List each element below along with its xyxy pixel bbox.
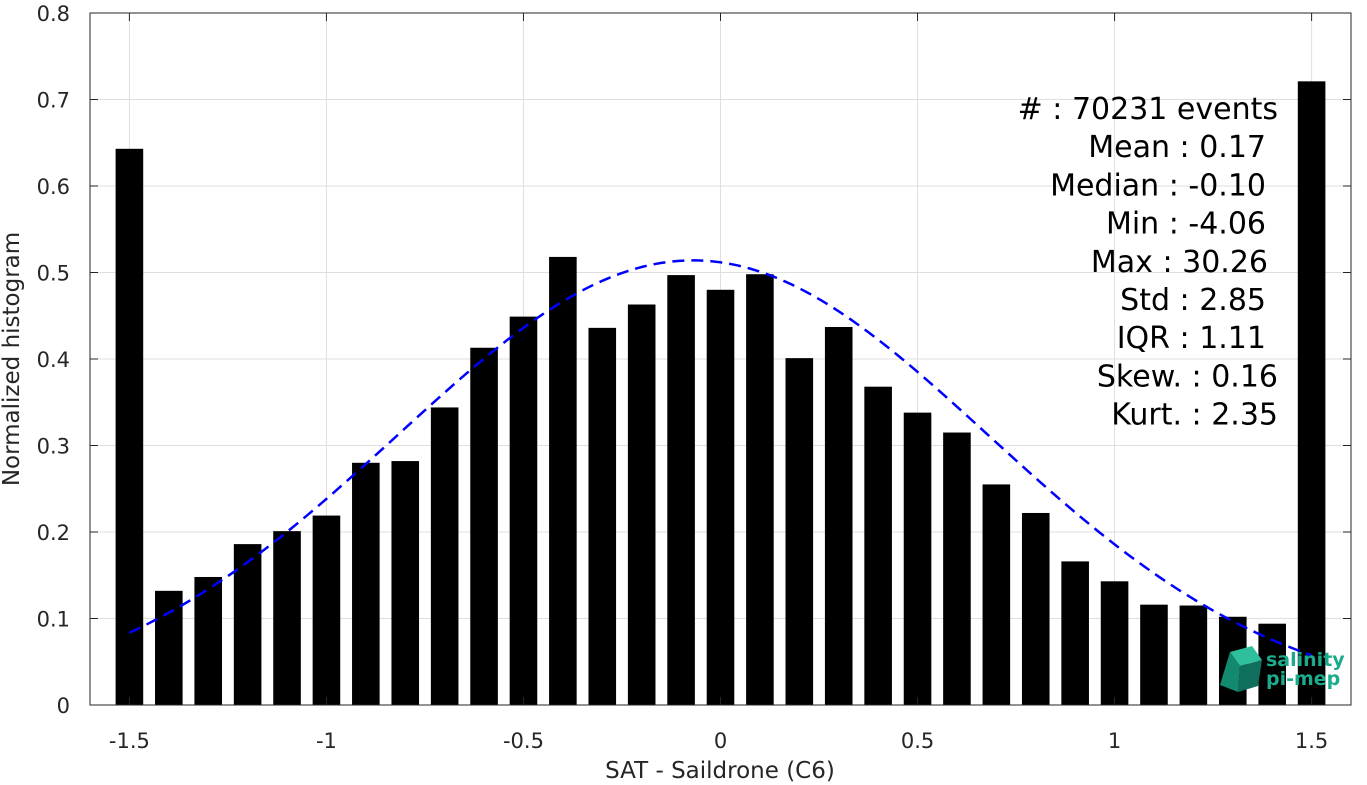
stats-line: Skew. : 0.16 bbox=[1097, 359, 1278, 394]
gaussian-fit-curve bbox=[128, 259, 1313, 657]
y-tick-label: 0.7 bbox=[37, 89, 70, 113]
y-tick-label: 0.6 bbox=[37, 175, 70, 199]
histogram-bar bbox=[352, 462, 380, 705]
histogram-bar bbox=[509, 316, 538, 705]
histogram-bar bbox=[706, 289, 735, 705]
y-tick-label: 0.2 bbox=[37, 521, 70, 545]
histogram-bar bbox=[627, 304, 656, 705]
histogram-bar bbox=[824, 326, 853, 705]
logo-cube-icon bbox=[1220, 646, 1262, 692]
stats-line: Kurt. : 2.35 bbox=[1111, 398, 1278, 433]
histogram-bar bbox=[588, 327, 617, 705]
logo-line1: salinity bbox=[1266, 649, 1345, 671]
histogram-bar bbox=[155, 590, 183, 705]
histogram-bar bbox=[1021, 512, 1050, 705]
x-tick-label: 1.5 bbox=[1295, 729, 1328, 753]
x-tick-label: 0.5 bbox=[901, 729, 934, 753]
histogram-bar bbox=[1140, 604, 1168, 705]
stats-line: # : 70231 events bbox=[1018, 92, 1278, 127]
stats-line: Mean : 0.17 bbox=[1088, 130, 1266, 165]
y-tick-label: 0.5 bbox=[37, 262, 70, 286]
histogram-bar bbox=[115, 148, 144, 705]
y-tick-label: 0.8 bbox=[37, 2, 70, 26]
histogram-bar bbox=[864, 386, 892, 705]
histogram-bar bbox=[1179, 605, 1208, 705]
salinity-pi-mep-logo: salinity pi-mep bbox=[1220, 646, 1345, 692]
stats-line: Median : -0.10 bbox=[1050, 168, 1266, 203]
x-tick-label: -0.5 bbox=[503, 729, 544, 753]
x-tick-labels: -1.5 -1 -0.5 0 0.5 1 1.5 bbox=[109, 729, 1328, 753]
histogram-bars bbox=[115, 81, 1326, 705]
stats-line: Min : -4.06 bbox=[1106, 207, 1266, 242]
stats-line: Max : 30.26 bbox=[1091, 245, 1268, 280]
histogram-bar bbox=[312, 515, 341, 705]
histogram-bar bbox=[982, 484, 1011, 705]
histogram-bar bbox=[233, 544, 262, 705]
x-tick-label: -1.5 bbox=[109, 729, 150, 753]
y-tick-labels: 0 0.1 0.2 0.3 0.4 0.5 0.6 0.7 0.8 bbox=[37, 2, 70, 718]
histogram-bar bbox=[667, 275, 695, 705]
x-tick-label: 0 bbox=[714, 729, 727, 753]
histogram-bar bbox=[1258, 623, 1286, 705]
histogram-bar bbox=[746, 274, 774, 705]
stats-line: Std : 2.85 bbox=[1120, 283, 1266, 318]
y-tick-label: 0 bbox=[57, 694, 70, 718]
y-tick-label: 0.1 bbox=[37, 608, 70, 632]
histogram-bar bbox=[430, 407, 459, 705]
y-tick-label: 0.3 bbox=[37, 435, 70, 459]
histogram-bar bbox=[391, 461, 420, 705]
histogram-bar bbox=[470, 347, 498, 705]
histogram-bar bbox=[903, 412, 932, 705]
y-axis-title: Normalized histogram bbox=[0, 232, 25, 486]
x-tick-label: -1 bbox=[316, 729, 337, 753]
histogram-bar bbox=[785, 358, 814, 705]
histogram-bar bbox=[1297, 81, 1326, 705]
histogram-bar bbox=[1100, 581, 1129, 705]
logo-line2: pi-mep bbox=[1266, 668, 1340, 690]
y-tick-label: 0.4 bbox=[37, 348, 70, 372]
histogram-bar bbox=[1061, 561, 1089, 705]
axis-ticks bbox=[90, 12, 1351, 706]
histogram-bar bbox=[273, 531, 301, 705]
x-axis-title: SAT - Saildrone (C6) bbox=[605, 758, 835, 784]
x-tick-label: 1 bbox=[1108, 729, 1121, 753]
histogram-bar bbox=[194, 576, 223, 705]
stats-line: IQR : 1.11 bbox=[1117, 321, 1266, 356]
histogram-bar bbox=[549, 256, 577, 705]
histogram-bar bbox=[943, 432, 971, 705]
